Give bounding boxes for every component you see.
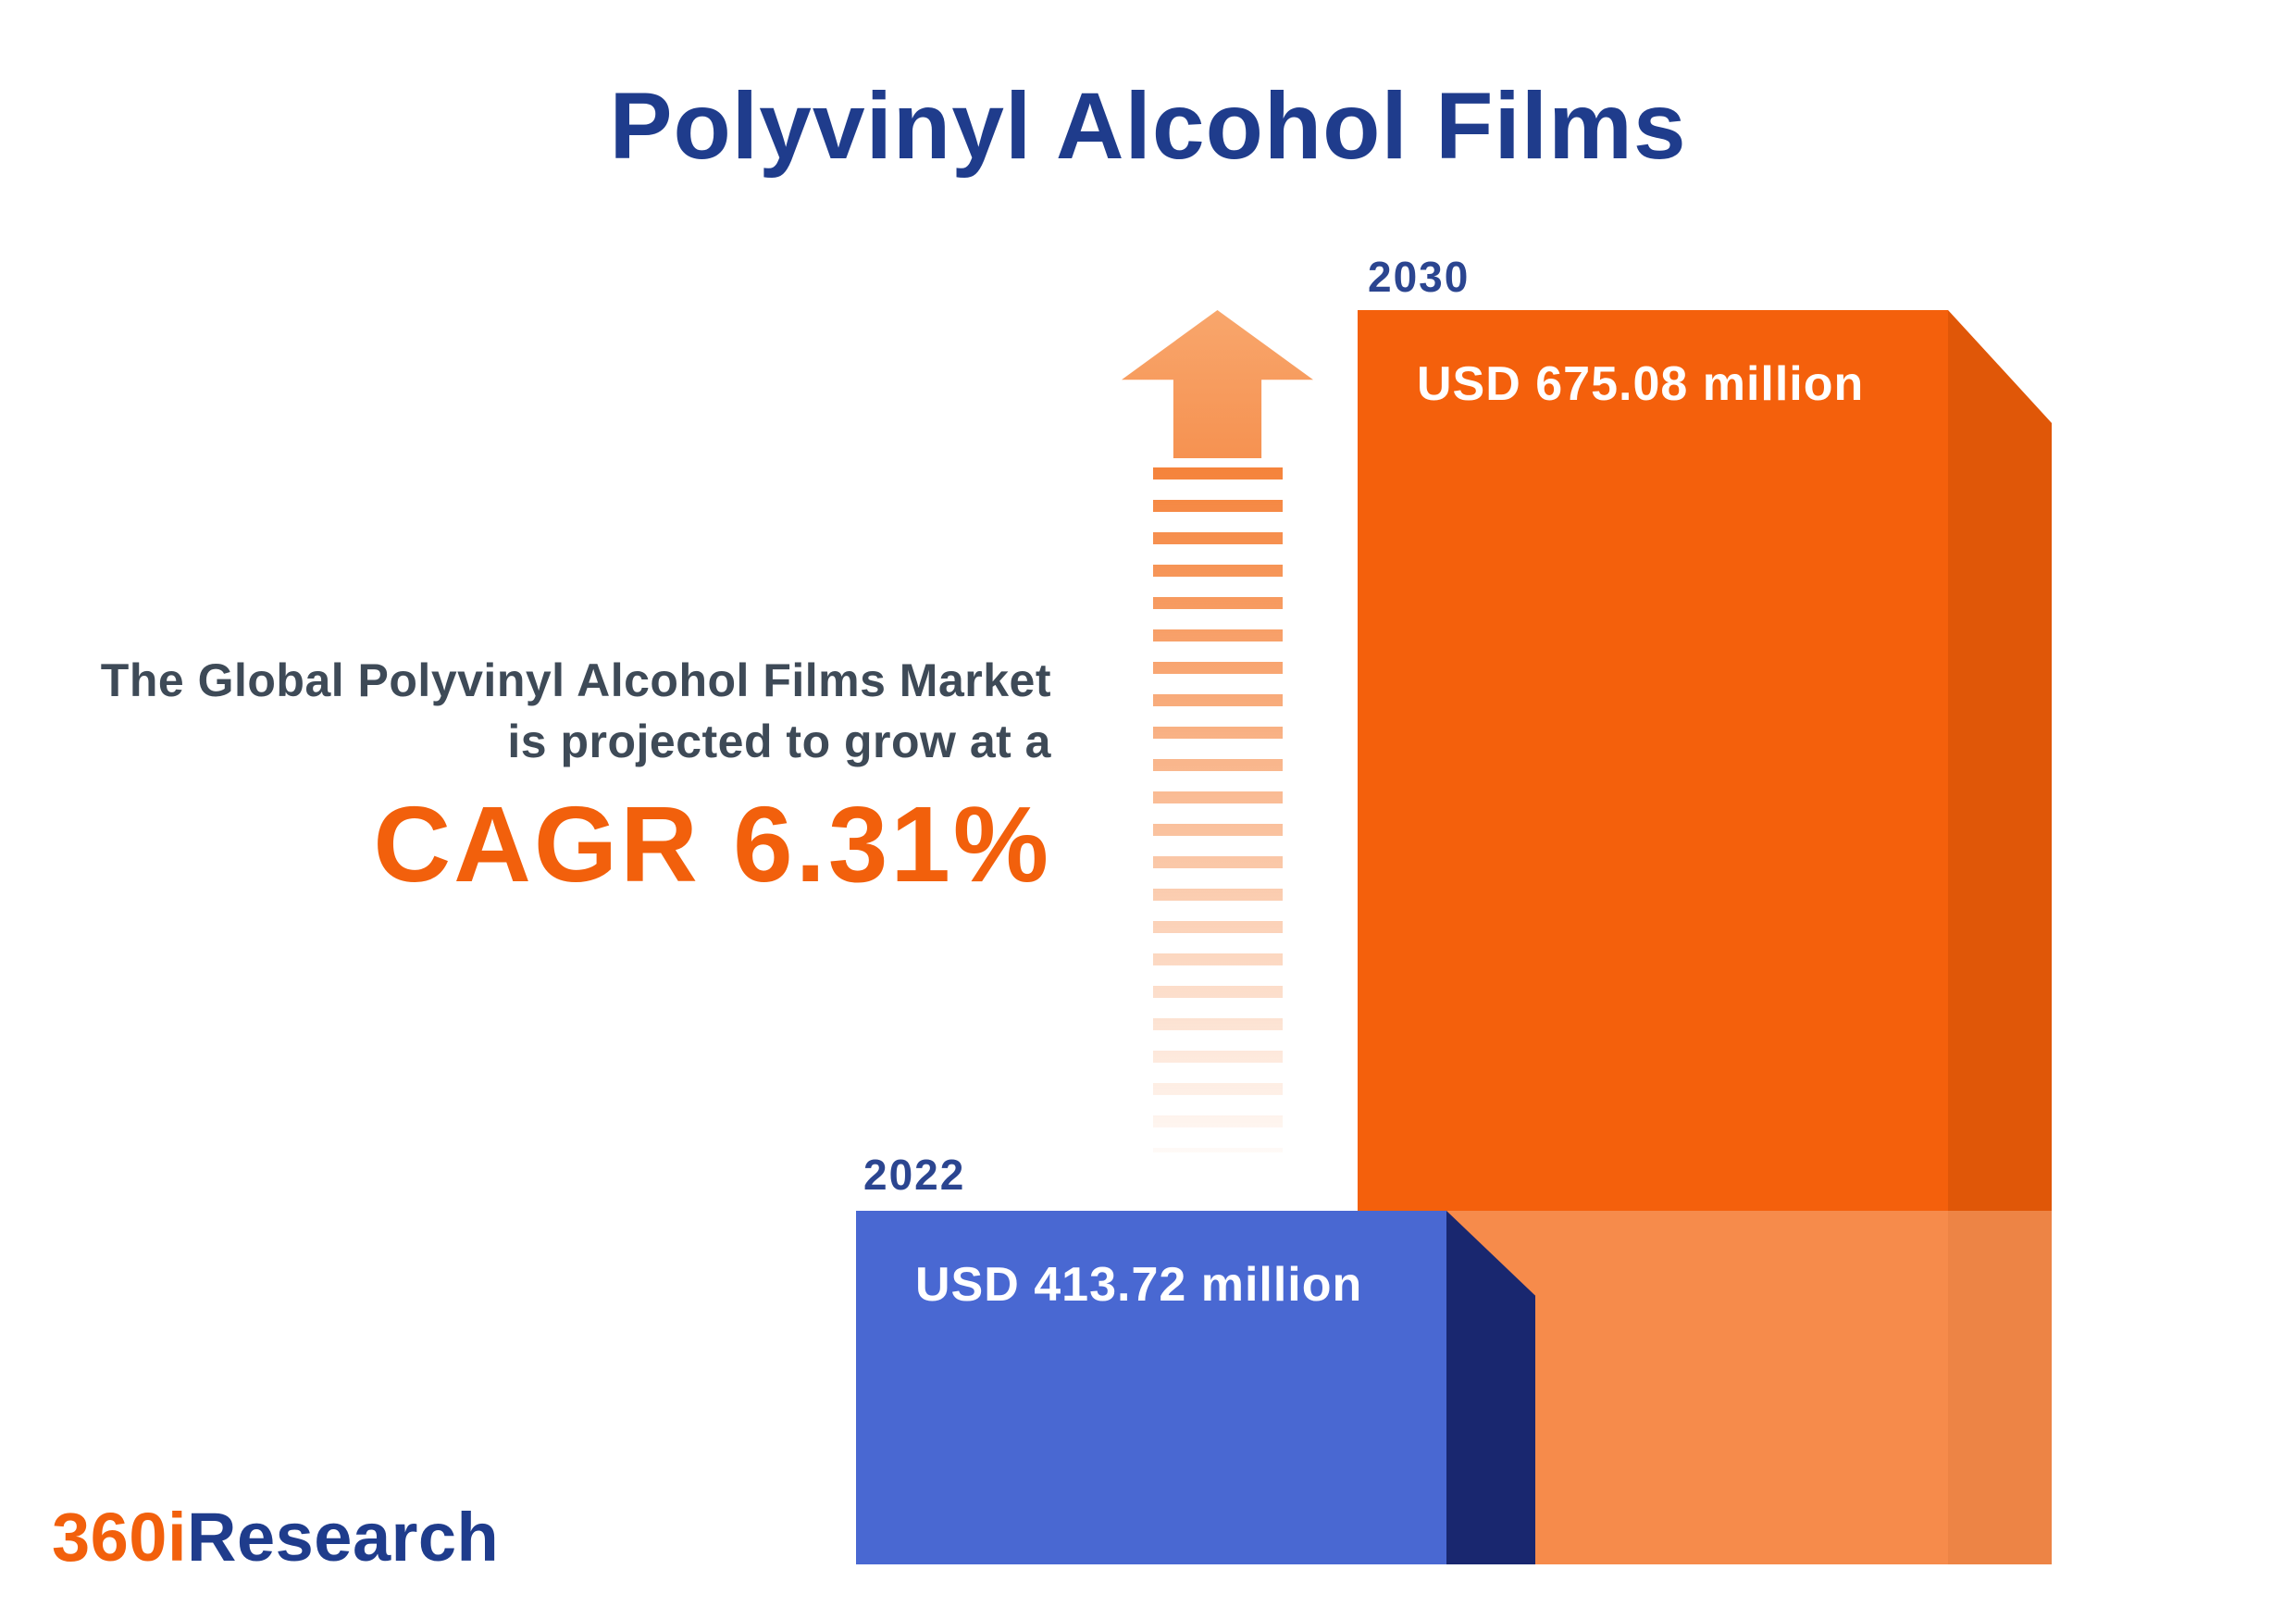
- description-line-2: is projected to grow at a: [507, 716, 1051, 767]
- logo-360iresearch: 360iResearch: [52, 1498, 499, 1576]
- market-description: The Global Polyvinyl Alcohol Films Marke…: [0, 650, 1051, 900]
- bar-2030-side-lower-shade: [1948, 1211, 2052, 1564]
- description-line-1: The Global Polyvinyl Alcohol Films Marke…: [100, 654, 1051, 706]
- bar-2022: USD 413.72 million: [856, 1211, 1446, 1564]
- cagr-value: CAGR 6.31%: [373, 784, 1051, 904]
- logo-suffix: Research: [187, 1499, 500, 1575]
- growth-arrow-dashes-icon: [1153, 467, 1283, 1152]
- bar-2022-year-label: 2022: [863, 1151, 966, 1199]
- growth-arrow-icon: [1122, 310, 1313, 458]
- bar-2030-year-label: 2030: [1368, 253, 1471, 301]
- bar-2022-value-label: USD 413.72 million: [915, 1258, 1363, 1312]
- page-title: Polyvinyl Alcohol Films: [609, 73, 1687, 179]
- bar-2030-value-label: USD 675.08 million: [1417, 357, 1865, 411]
- logo-prefix: 360i: [52, 1499, 188, 1575]
